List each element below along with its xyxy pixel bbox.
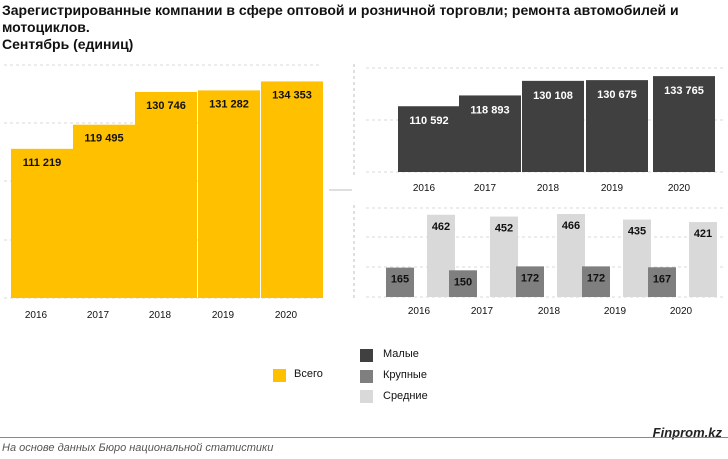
x-tick-small-2017: 2017 xyxy=(474,183,497,194)
bar-small-2020 xyxy=(653,76,715,172)
data-label-large-2019: 172 xyxy=(587,272,605,284)
bar-large-2017 xyxy=(449,270,477,297)
legend-swatch-medium xyxy=(360,390,373,403)
legend-swatch-small xyxy=(360,349,373,362)
data-label-large-2017: 150 xyxy=(454,276,472,288)
legend-label-small: Малые xyxy=(383,348,419,360)
bar-total-2020 xyxy=(261,81,323,298)
data-label-medium-2018: 466 xyxy=(562,220,580,232)
footer-divider xyxy=(0,437,728,438)
data-label-medium-2020: 421 xyxy=(694,228,712,240)
bar-total-2018 xyxy=(135,91,197,299)
data-label-small-2019: 130 675 xyxy=(597,89,637,101)
x-tick-small-2016: 2016 xyxy=(413,183,436,194)
legend-label-large: Крупные xyxy=(383,369,427,381)
brand-logo-text: Finprom.kz xyxy=(652,425,722,440)
x-tick-split-2016: 2016 xyxy=(408,306,431,317)
data-label-large-2016: 165 xyxy=(391,274,409,286)
legend-label-total: Всего xyxy=(294,368,323,380)
data-label-total-2017: 119 495 xyxy=(84,133,123,145)
x-tick-total-2019: 2019 xyxy=(212,310,235,321)
bar-total-2019 xyxy=(198,90,260,298)
data-label-small-2020: 133 765 xyxy=(664,85,704,97)
x-tick-total-2018: 2018 xyxy=(149,310,172,321)
x-tick-small-2019: 2019 xyxy=(601,183,624,194)
bar-medium-2020 xyxy=(689,222,717,297)
data-label-small-2016: 110 592 xyxy=(409,115,448,127)
data-label-medium-2016: 462 xyxy=(432,221,450,233)
x-tick-split-2017: 2017 xyxy=(471,306,494,317)
x-tick-split-2019: 2019 xyxy=(604,306,627,317)
x-tick-total-2016: 2016 xyxy=(25,310,48,321)
data-label-medium-2019: 435 xyxy=(628,226,646,238)
data-label-total-2020: 134 353 xyxy=(272,89,312,101)
legend-swatch-total xyxy=(273,369,286,382)
bar-medium-2018 xyxy=(557,214,585,297)
data-label-total-2018: 130 746 xyxy=(146,100,186,112)
source-note: На основе данных Бюро национальной стати… xyxy=(2,442,274,454)
data-label-total-2016: 111 219 xyxy=(23,157,62,169)
x-tick-small-2018: 2018 xyxy=(537,183,560,194)
x-tick-small-2020: 2020 xyxy=(668,183,691,194)
bar-large-2018 xyxy=(516,266,544,297)
bar-large-2019 xyxy=(582,266,610,297)
legend-swatch-large xyxy=(360,370,373,383)
bar-small-2019 xyxy=(586,80,648,172)
chart-title-line2: Сентябрь (единиц) xyxy=(2,36,134,52)
bar-medium-2019 xyxy=(623,219,651,297)
bar-medium-2017 xyxy=(490,216,518,297)
data-label-large-2018: 172 xyxy=(521,272,539,284)
bar-large-2020 xyxy=(648,267,676,297)
bar-small-2018 xyxy=(522,80,584,172)
data-label-medium-2017: 452 xyxy=(495,223,513,235)
data-label-small-2018: 130 108 xyxy=(533,90,573,102)
bar-total-2016 xyxy=(11,148,73,298)
bar-large-2016 xyxy=(386,267,414,297)
bar-small-2016 xyxy=(398,106,460,172)
bar-total-2017 xyxy=(73,124,135,298)
chart-title: Зарегистрированные компании в сфере опто… xyxy=(2,2,722,53)
x-tick-split-2018: 2018 xyxy=(538,306,561,317)
x-tick-split-2020: 2020 xyxy=(670,306,693,317)
data-label-large-2020: 167 xyxy=(653,273,671,285)
legend-label-medium: Средние xyxy=(383,390,428,402)
x-tick-total-2020: 2020 xyxy=(275,310,298,321)
data-label-total-2019: 131 282 xyxy=(209,98,249,110)
x-tick-total-2017: 2017 xyxy=(87,310,110,321)
bar-small-2017 xyxy=(459,95,521,172)
data-label-small-2017: 118 893 xyxy=(470,104,509,116)
chart-title-line1: Зарегистрированные компании в сфере опто… xyxy=(2,2,679,35)
